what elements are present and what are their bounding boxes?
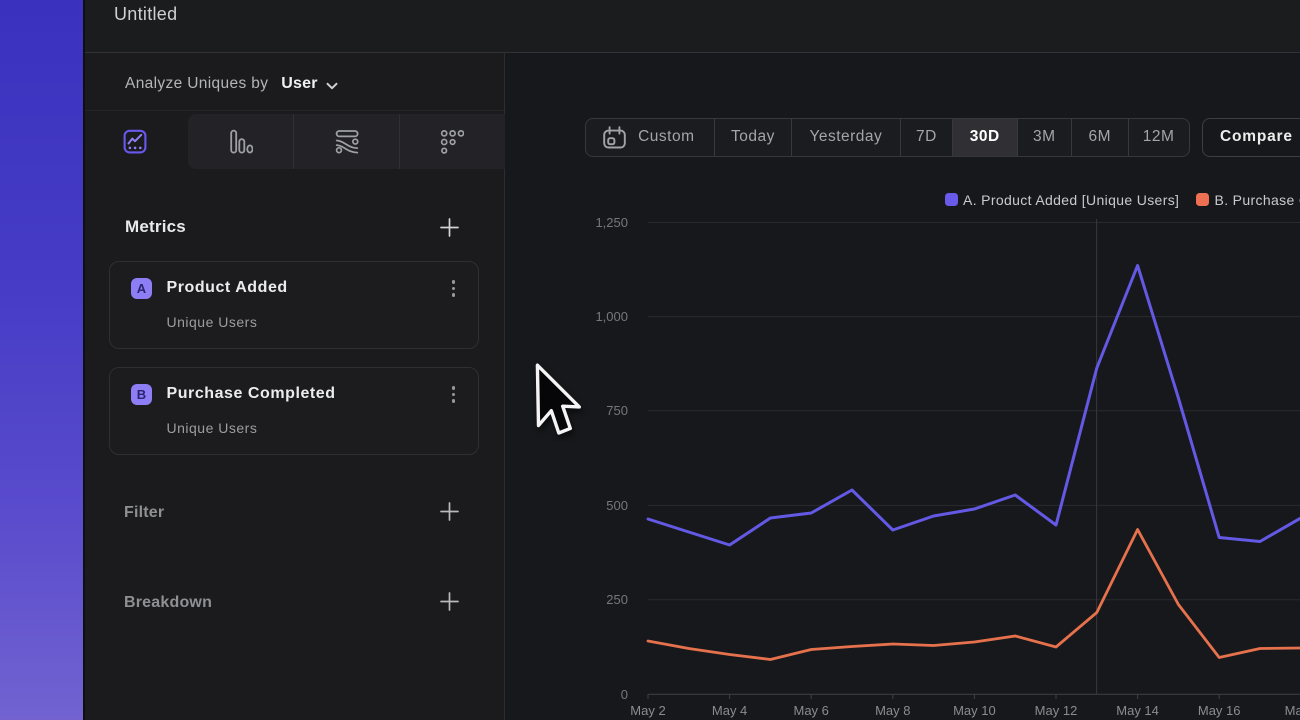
svg-text:May 8: May 8 (875, 703, 910, 718)
svg-text:250: 250 (606, 592, 628, 607)
svg-text:0: 0 (621, 687, 628, 702)
svg-text:500: 500 (606, 498, 628, 513)
svg-text:May 10: May 10 (953, 703, 996, 718)
svg-text:1,000: 1,000 (595, 309, 628, 324)
svg-text:May 18: May 18 (1285, 703, 1300, 718)
svg-text:1,250: 1,250 (595, 215, 628, 230)
svg-text:May 2: May 2 (630, 703, 665, 718)
svg-text:750: 750 (606, 403, 628, 418)
svg-text:May 6: May 6 (793, 703, 828, 718)
svg-text:May 14: May 14 (1116, 703, 1159, 718)
svg-text:May 16: May 16 (1198, 703, 1241, 718)
svg-text:May 4: May 4 (712, 703, 747, 718)
svg-text:May 12: May 12 (1035, 703, 1078, 718)
